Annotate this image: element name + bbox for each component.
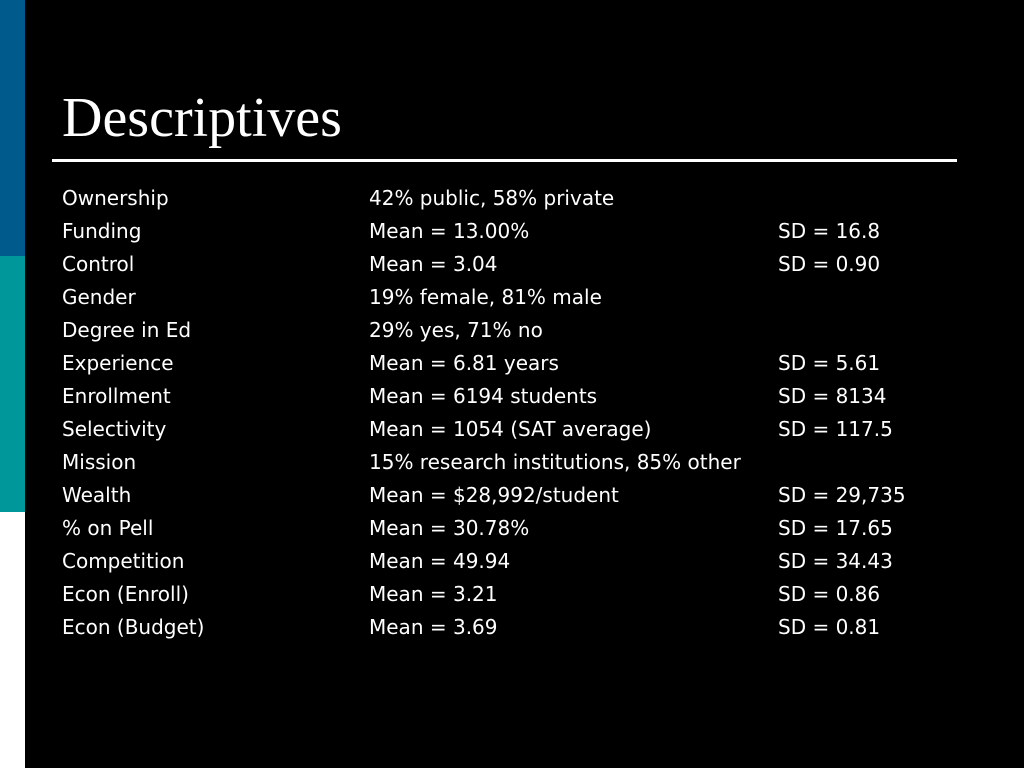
row-label: Competition <box>62 549 185 573</box>
row-value: Mean = 6194 students <box>369 384 598 408</box>
row-sd: SD = 8134 <box>778 384 887 408</box>
row-label: Econ (Enroll) <box>62 582 189 606</box>
row-value: Mean = 3.21 <box>369 582 498 606</box>
row-value: 15% research institutions, 85% other <box>369 450 741 474</box>
side-bar-teal <box>0 256 25 512</box>
row-label: Ownership <box>62 186 169 210</box>
row-value: Mean = 6.81 years <box>369 351 559 375</box>
row-label: Degree in Ed <box>62 318 192 342</box>
row-sd: SD = 29,735 <box>778 483 906 507</box>
row-label: Wealth <box>62 483 132 507</box>
row-value: Mean = 30.78% <box>369 516 530 540</box>
row-value: Mean = 3.04 <box>369 252 498 276</box>
row-label: Experience <box>62 351 174 375</box>
side-bar-white <box>0 512 25 768</box>
row-value: 19% female, 81% male <box>369 285 602 309</box>
row-label: Gender <box>62 285 136 309</box>
row-label: Mission <box>62 450 137 474</box>
row-value: 42% public, 58% private <box>369 186 615 210</box>
row-label: Econ (Budget) <box>62 615 205 639</box>
row-sd: SD = 5.61 <box>778 351 881 375</box>
row-value: Mean = 13.00% <box>369 219 530 243</box>
row-label: Control <box>62 252 135 276</box>
row-sd: SD = 0.86 <box>778 582 881 606</box>
row-value: Mean = 3.69 <box>369 615 498 639</box>
row-value: 29% yes, 71% no <box>369 318 543 342</box>
side-bar-blue <box>0 0 25 256</box>
row-value: Mean = 49.94 <box>369 549 511 573</box>
row-label: Selectivity <box>62 417 167 441</box>
row-sd: SD = 0.90 <box>778 252 881 276</box>
slide-title: Descriptives <box>62 87 342 149</box>
row-sd: SD = 34.43 <box>778 549 893 573</box>
row-label: % on Pell <box>62 516 154 540</box>
row-value: Mean = 1054 (SAT average) <box>369 417 652 441</box>
row-sd: SD = 0.81 <box>778 615 881 639</box>
row-sd: SD = 117.5 <box>778 417 893 441</box>
row-label: Funding <box>62 219 142 243</box>
row-label: Enrollment <box>62 384 171 408</box>
title-divider <box>52 159 957 162</box>
row-sd: SD = 16.8 <box>778 219 881 243</box>
row-sd: SD = 17.65 <box>778 516 893 540</box>
row-value: Mean = $28,992/student <box>369 483 619 507</box>
